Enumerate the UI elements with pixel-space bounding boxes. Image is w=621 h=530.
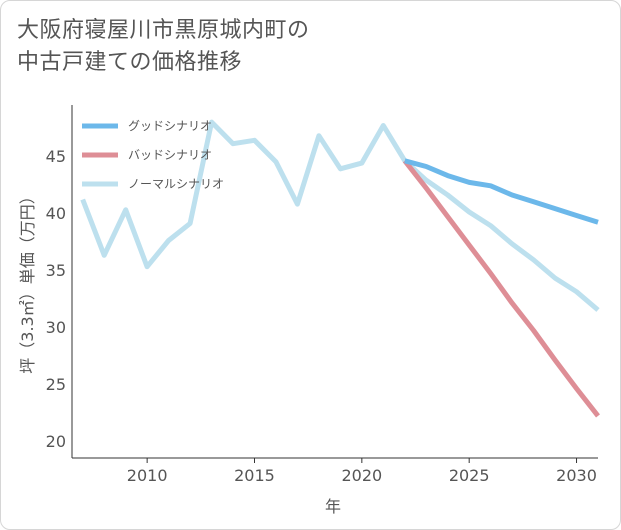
- y-axis-label: 坪（3.3㎡）単価（万円）: [18, 188, 37, 373]
- y-axis-ticks: 20 25 30 35 40 45: [46, 147, 66, 451]
- y-tick-label: 25: [46, 375, 66, 394]
- y-tick-label: 20: [46, 432, 66, 451]
- normal-scenario-legend-label: ノーマルシナリオ: [128, 177, 224, 191]
- series-layer: [80, 119, 600, 418]
- y-tick-label: 35: [46, 261, 66, 280]
- x-axis-label: 年: [325, 497, 341, 516]
- x-tick-label: 2030: [556, 466, 597, 485]
- y-tick-label: 45: [46, 147, 66, 166]
- x-tick-label: 2015: [234, 466, 275, 485]
- good-scenario-legend-label: グッドシナリオ: [128, 119, 212, 133]
- x-tick-label: 2010: [127, 466, 168, 485]
- x-tick-label: 2025: [449, 466, 490, 485]
- bad-scenario-line: [402, 159, 600, 418]
- bad-scenario-legend-label: バッドシナリオ: [128, 148, 212, 162]
- chart-title-line-1: 大阪府寝屋川市黒原城内町の: [17, 18, 310, 43]
- chart-title: 大阪府寝屋川市黒原城内町の 中古戸建ての価格推移: [17, 15, 310, 79]
- chart-title-line-2: 中古戸建ての価格推移: [17, 50, 243, 75]
- x-tick-label: 2020: [341, 466, 382, 485]
- good-scenario-line: [404, 158, 599, 225]
- y-tick-label: 30: [46, 318, 66, 337]
- plot-area: [71, 105, 598, 459]
- normal-scenario-line: [80, 119, 600, 312]
- y-tick-label: 40: [46, 204, 66, 223]
- x-axis-ticks: 2010 2015 2020 2025 2030: [127, 458, 597, 485]
